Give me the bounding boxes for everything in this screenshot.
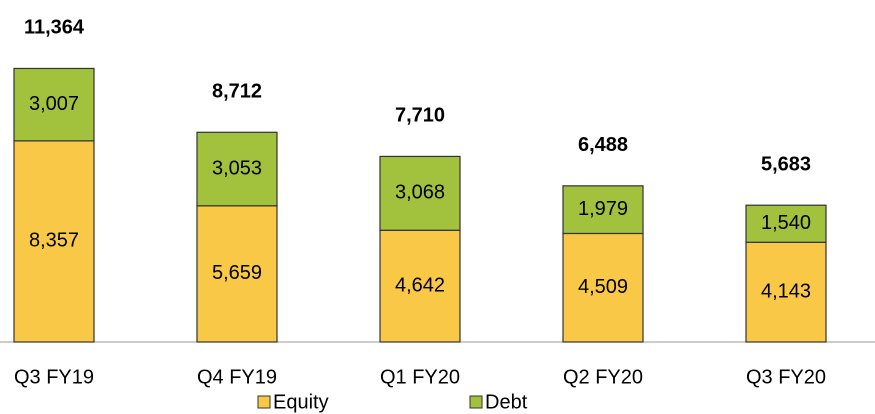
bar-segment <box>745 241 827 343</box>
legend-swatch <box>257 395 271 409</box>
total-label: 8,712 <box>212 81 262 103</box>
value-label: 3,007 <box>29 93 79 115</box>
total-label: 7,710 <box>395 105 445 127</box>
total-label: 11,364 <box>24 17 85 39</box>
x-tick-label: Q3 FY19 <box>14 366 94 388</box>
bar-segment <box>196 131 278 207</box>
x-tick-label: Q3 FY20 <box>746 366 826 388</box>
x-tick-label: Q2 FY20 <box>563 366 643 388</box>
total-label: 6,488 <box>578 134 628 156</box>
bar-segment <box>562 185 644 235</box>
legend-label: Equity <box>273 391 329 413</box>
legend-swatch <box>469 395 483 409</box>
bar-segment <box>379 155 461 231</box>
x-tick-label: Q1 FY20 <box>380 366 460 388</box>
value-label: 1,979 <box>578 198 628 220</box>
value-label: 4,143 <box>761 280 811 302</box>
bar-segment <box>562 232 644 343</box>
x-tick-label: Q4 FY19 <box>197 366 277 388</box>
legend-label: Debt <box>485 391 528 413</box>
value-label: 3,053 <box>212 157 262 179</box>
value-label: 1,540 <box>761 212 811 234</box>
value-label: 3,068 <box>395 182 445 204</box>
bar-segment <box>13 140 95 343</box>
value-label: 5,659 <box>212 262 262 284</box>
bar-segment <box>13 67 95 142</box>
value-label: 4,509 <box>578 276 628 298</box>
value-label: 4,642 <box>395 274 445 296</box>
total-label: 5,683 <box>761 153 811 175</box>
bar-segment <box>745 204 827 243</box>
value-label: 8,357 <box>29 230 79 252</box>
bar-segment <box>379 229 461 343</box>
